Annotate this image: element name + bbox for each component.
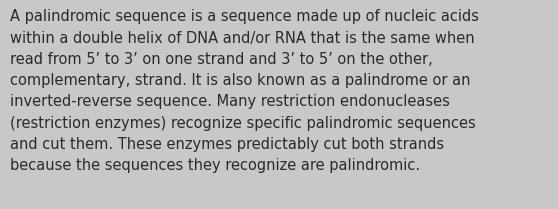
Text: A palindromic sequence is a sequence made up of nucleic acids
within a double he: A palindromic sequence is a sequence mad… [10,9,479,173]
